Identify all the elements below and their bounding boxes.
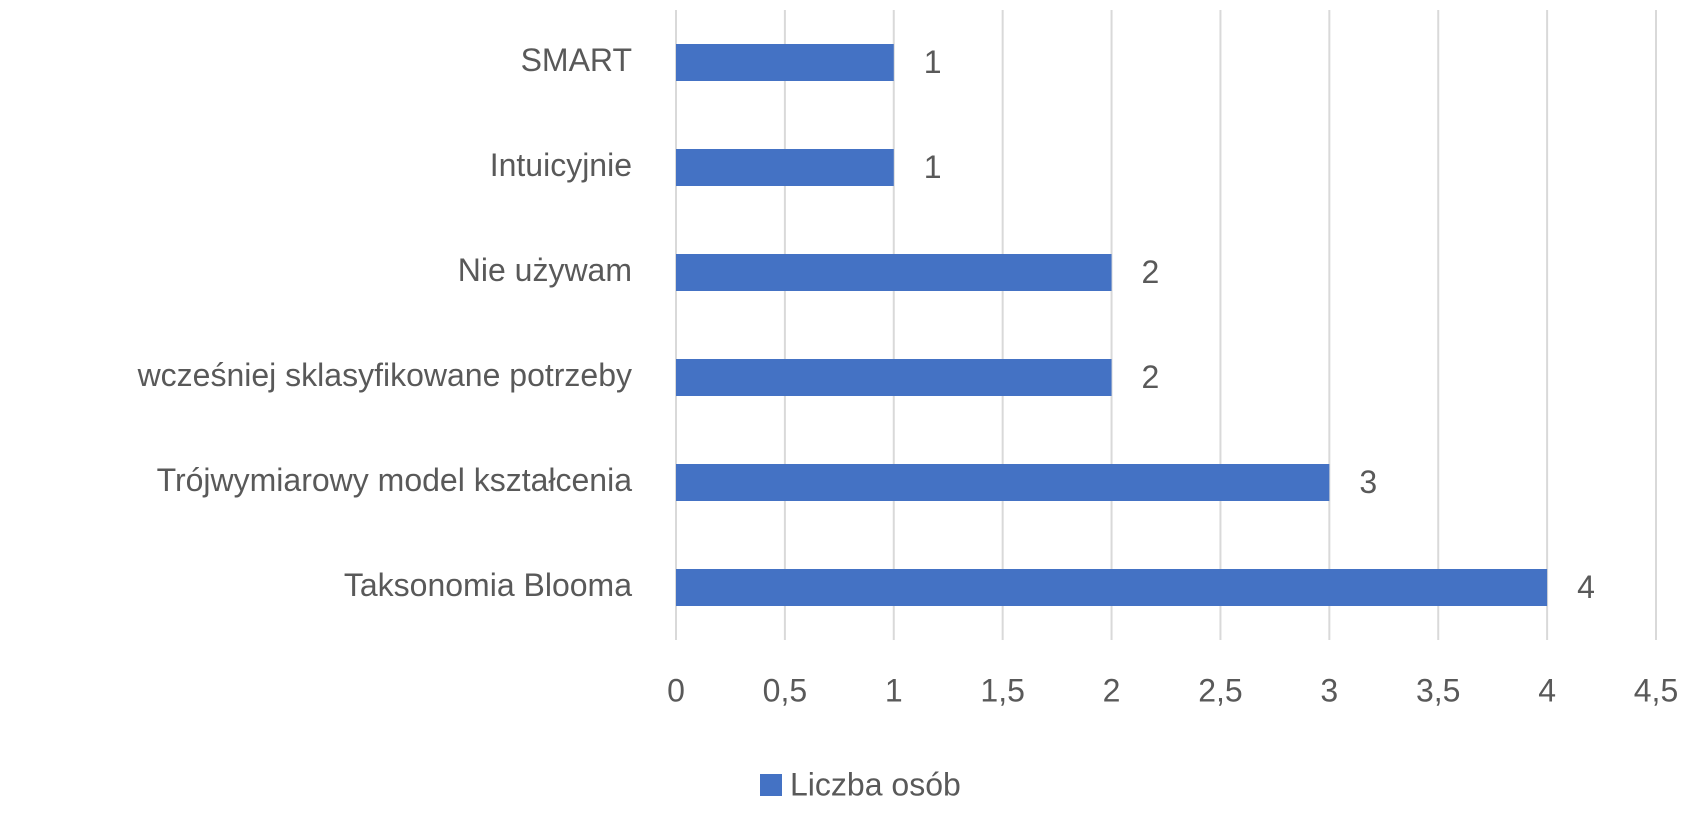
y-tick-label: Trójwymiarowy model kształcenia — [157, 462, 633, 498]
x-tick-label: 2,5 — [1198, 672, 1242, 708]
y-tick-label: Intuicyjnie — [490, 147, 632, 183]
legend-label: Liczba osób — [790, 766, 961, 802]
bar — [676, 254, 1112, 291]
data-label: 1 — [924, 44, 942, 80]
y-tick-label: wcześniej sklasyfikowane potrzeby — [137, 357, 632, 393]
x-tick-label: 0,5 — [763, 672, 807, 708]
x-tick-label: 4 — [1538, 672, 1556, 708]
data-label: 3 — [1359, 464, 1377, 500]
bar — [676, 44, 894, 81]
x-tick-label: 1 — [885, 672, 903, 708]
data-label: 2 — [1142, 359, 1160, 395]
data-label: 1 — [924, 149, 942, 185]
x-tick-label: 0 — [667, 672, 685, 708]
data-label: 2 — [1142, 254, 1160, 290]
bar — [676, 464, 1330, 501]
y-tick-label: Nie używam — [458, 252, 632, 288]
data-label: 4 — [1577, 569, 1595, 605]
y-tick-label: Taksonomia Blooma — [344, 567, 632, 603]
x-tick-label: 1,5 — [980, 672, 1024, 708]
legend-swatch — [760, 774, 782, 796]
x-tick-label: 2 — [1103, 672, 1121, 708]
x-tick-label: 3 — [1320, 672, 1338, 708]
bar — [676, 569, 1548, 606]
y-tick-label: SMART — [521, 42, 632, 78]
bar — [676, 149, 894, 186]
bar — [676, 359, 1112, 396]
x-tick-label: 3,5 — [1416, 672, 1460, 708]
x-tick-label: 4,5 — [1634, 672, 1678, 708]
